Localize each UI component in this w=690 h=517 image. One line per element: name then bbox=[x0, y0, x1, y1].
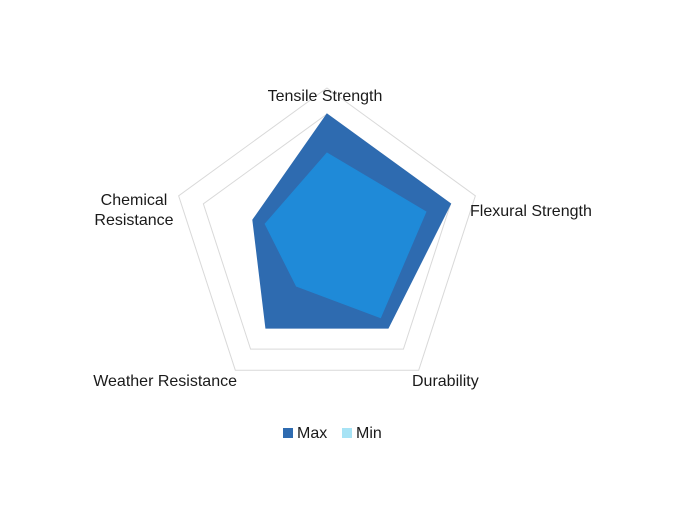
axis-label-chemical-resistance-line1: Chemical bbox=[101, 192, 168, 209]
axis-label-chemical-resistance-line2: Resistance bbox=[94, 212, 173, 229]
axis-label-flexural-strength: Flexural Strength bbox=[470, 203, 592, 220]
legend-label-min: Min bbox=[356, 425, 382, 442]
legend-label-max: Max bbox=[297, 425, 327, 442]
legend: Max Min bbox=[283, 425, 382, 442]
legend-swatch-max bbox=[283, 428, 293, 438]
radar-series bbox=[252, 113, 452, 329]
grid-ring-6 bbox=[178, 87, 476, 371]
series-area-min bbox=[264, 152, 427, 319]
legend-swatch-min bbox=[342, 428, 352, 438]
axis-label-tensile-strength: Tensile Strength bbox=[268, 88, 383, 105]
axis-label-durability: Durability bbox=[412, 373, 479, 390]
axis-label-weather-resistance: Weather Resistance bbox=[93, 373, 237, 390]
